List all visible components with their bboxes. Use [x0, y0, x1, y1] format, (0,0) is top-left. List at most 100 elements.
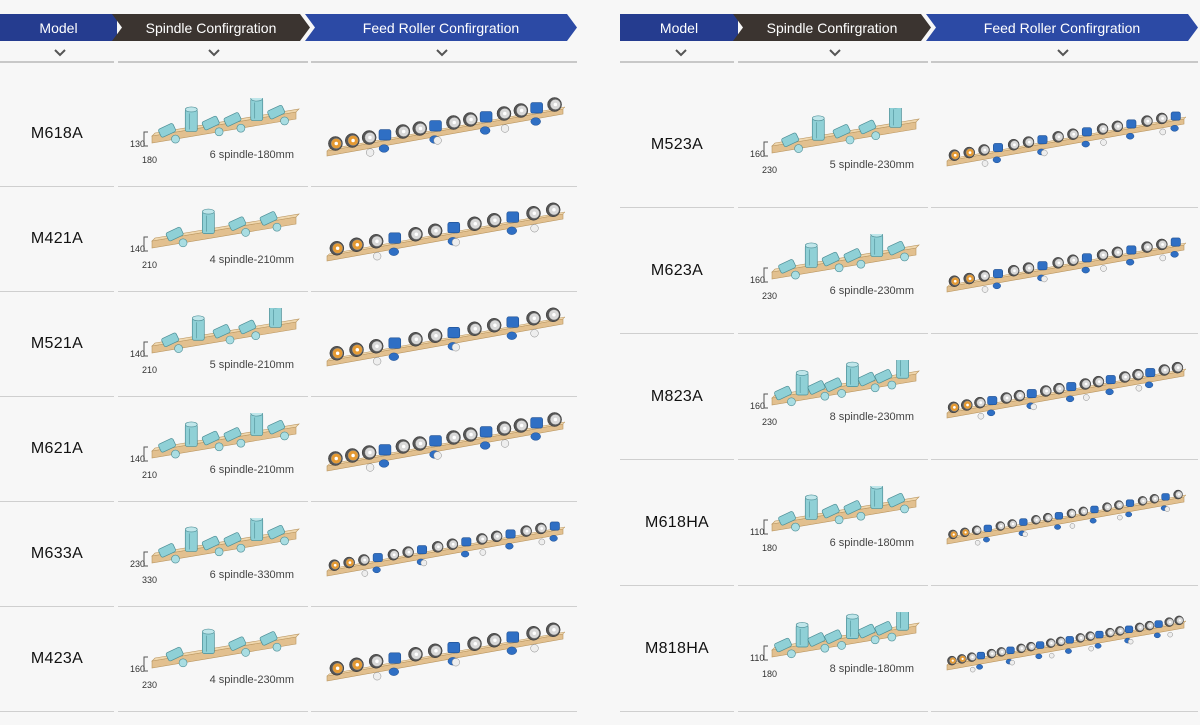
spindle-diagram — [143, 628, 300, 672]
spindle-head — [238, 319, 261, 341]
spindle-diagram — [763, 353, 920, 409]
feed-roller — [368, 654, 384, 681]
chevron-down-icon[interactable] — [673, 46, 689, 60]
model-name: M421A — [0, 187, 114, 292]
feed-roller — [1170, 237, 1181, 258]
chevron-down-icon[interactable] — [1055, 46, 1071, 60]
feed-roller — [1065, 382, 1077, 403]
spindle-head — [795, 622, 809, 648]
spindle-head — [165, 226, 188, 248]
feed-roller — [960, 527, 970, 538]
feed-roller — [1141, 241, 1153, 253]
feed-roller — [1170, 111, 1181, 132]
feed-roller — [1022, 262, 1035, 274]
spindle-head — [832, 124, 855, 145]
feed-roller — [513, 103, 529, 118]
spindle-head — [858, 119, 881, 141]
feed-roller-diagram — [946, 489, 1187, 546]
spindle-spec: 8 spindle-230mm — [829, 411, 914, 423]
feed-roller — [345, 448, 360, 463]
spindle-head — [843, 248, 866, 269]
feed-roller — [1000, 392, 1012, 404]
dimension-b: 180 — [142, 155, 158, 165]
feed-roller — [368, 234, 384, 261]
spindle-cell: 160 230 8 spindle-230mm — [738, 334, 928, 460]
feed-roller — [1174, 615, 1184, 626]
dimension-a: 140 — [130, 454, 146, 464]
feed-roller — [1016, 643, 1026, 654]
feed-roller — [395, 124, 411, 139]
feed-roller-diagram — [946, 615, 1187, 673]
feed-roller — [1081, 127, 1092, 148]
spindle-head — [896, 605, 909, 631]
table-row: M421A 140 210 4 spindle-210mm — [0, 187, 577, 292]
feed-roller — [978, 270, 990, 293]
feed-roller — [429, 120, 442, 145]
feed-roller-cell — [311, 397, 577, 502]
feed-roller — [1037, 135, 1048, 157]
feed-roller — [1054, 512, 1064, 530]
feed-roller-diagram — [326, 622, 566, 682]
feed-roller — [1013, 389, 1026, 402]
spindle-head — [250, 95, 264, 121]
feed-roller — [343, 556, 355, 569]
spindle-head — [857, 623, 880, 645]
spindle-spec: 8 spindle-180mm — [829, 663, 914, 675]
feed-roller — [412, 436, 427, 451]
feed-roller — [996, 647, 1007, 657]
feed-roller — [427, 643, 443, 658]
feed-roller — [328, 451, 343, 466]
feed-roller — [496, 421, 512, 448]
chevron-down-icon[interactable] — [206, 46, 222, 60]
feed-roller — [1119, 371, 1131, 383]
feed-roller — [479, 426, 493, 450]
spindle-head — [846, 613, 859, 639]
spindle-cell: 230 330 6 spindle-330mm — [118, 502, 308, 607]
feed-roller — [1055, 636, 1066, 647]
feed-roller — [947, 655, 957, 666]
feed-roller-diagram — [326, 412, 566, 472]
spindle-head — [191, 315, 205, 341]
table-row: M818HA 110 180 8 spindle-180mm — [620, 586, 1198, 712]
feed-roller — [1040, 385, 1052, 397]
chevron-down-icon[interactable] — [827, 46, 843, 60]
feed-roller — [948, 529, 958, 540]
feed-roller — [961, 399, 973, 411]
spindle-head — [250, 410, 264, 436]
spindle-head — [874, 621, 897, 642]
spindle-head — [259, 631, 282, 652]
header-divider — [118, 61, 308, 63]
spindle-head — [250, 515, 264, 541]
spindle-spec: 6 spindle-180mm — [209, 149, 294, 161]
model-name: M618HA — [620, 460, 734, 586]
model-name: M623A — [620, 208, 734, 334]
spindle-diagram — [763, 231, 920, 283]
spindle-head — [807, 632, 830, 653]
feed-roller — [505, 529, 516, 550]
feed-roller — [1105, 627, 1115, 638]
feed-roller — [447, 222, 461, 247]
feed-roller — [1141, 115, 1153, 127]
feed-roller — [388, 232, 402, 256]
model-name: M633A — [0, 502, 114, 607]
chevron-down-icon[interactable] — [434, 46, 450, 60]
dimension-a: 160 — [750, 275, 766, 285]
spindle-head — [212, 324, 235, 345]
feed-roller — [486, 213, 502, 228]
feed-roller — [1045, 638, 1056, 659]
feed-roller — [1018, 518, 1028, 538]
feed-roller-diagram — [946, 237, 1187, 293]
spindle-head — [184, 526, 198, 552]
feed-roller — [506, 211, 520, 235]
spindle-head — [267, 105, 289, 126]
feed-roller — [1007, 264, 1020, 277]
spindle-head — [161, 332, 183, 353]
chevron-down-icon[interactable] — [52, 46, 68, 60]
header-model: Model — [620, 14, 738, 41]
dimension-b: 180 — [762, 669, 778, 679]
feed-roller — [506, 316, 520, 340]
spindle-head — [870, 231, 884, 257]
spindle-diagram — [143, 410, 300, 462]
feed-roller — [447, 642, 461, 667]
header-divider — [0, 61, 114, 63]
